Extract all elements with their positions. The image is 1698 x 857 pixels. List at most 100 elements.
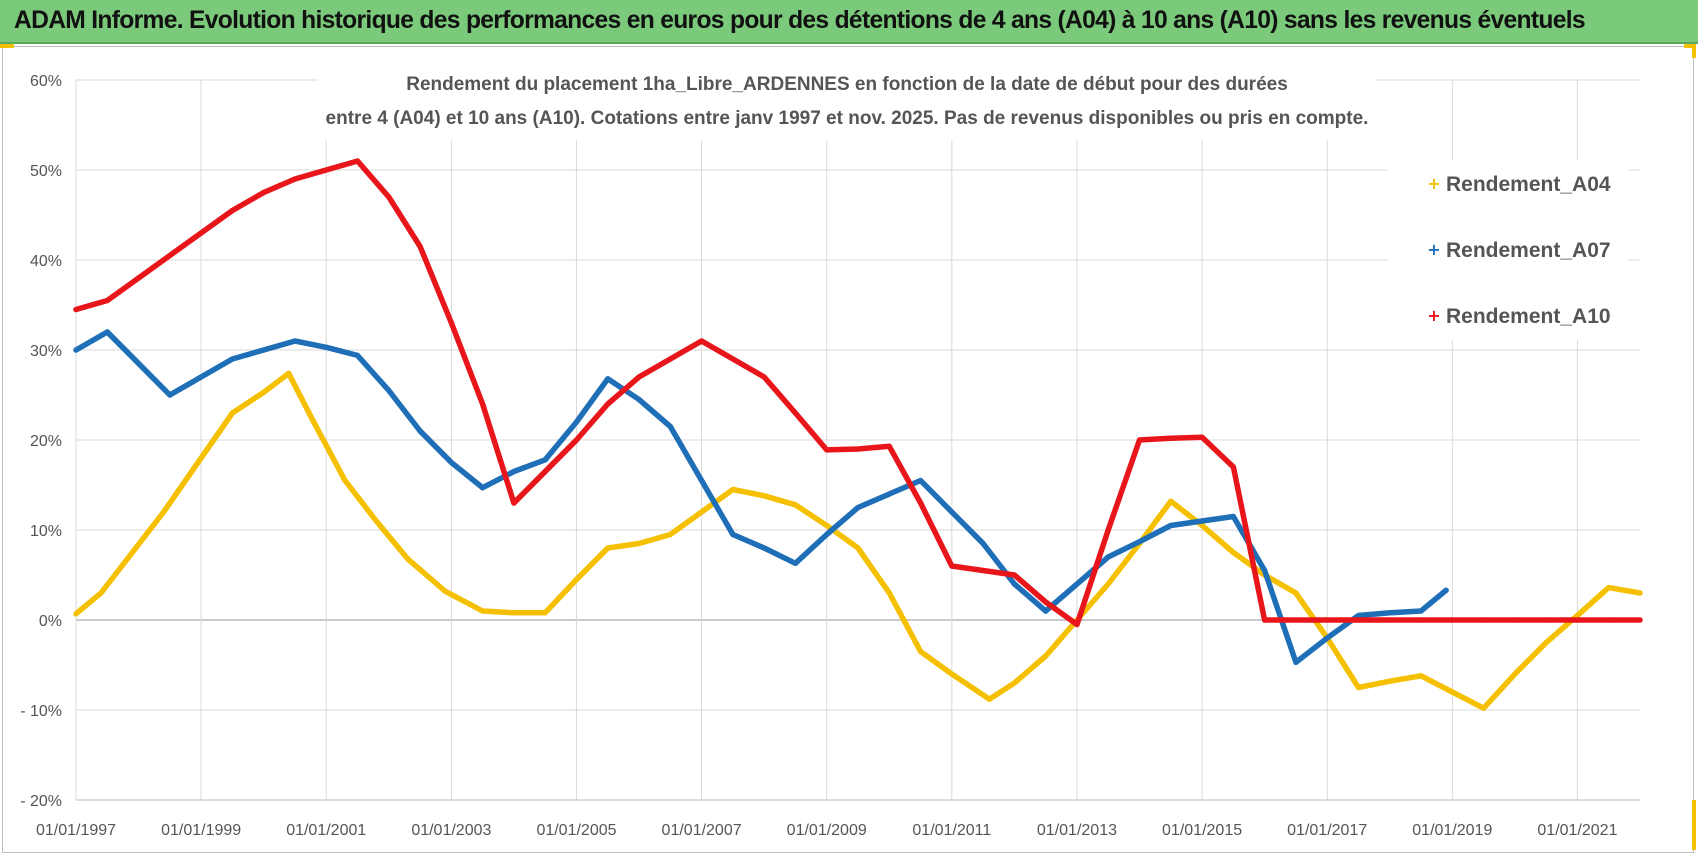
data-point [1355,612,1362,619]
data-point [286,370,292,376]
data-point [730,531,736,538]
data-point [311,419,317,425]
series-line [73,370,1643,711]
data-point [1324,617,1330,623]
data-point [1606,585,1612,591]
legend-marker-icon: + [1427,306,1440,325]
data-point [292,338,298,344]
data-point [1168,435,1174,441]
data-point [573,437,580,443]
data-point [855,446,861,452]
data-point [1418,617,1424,623]
data-point [1230,549,1236,556]
corner-marker [0,44,14,48]
data-point [373,518,379,524]
data-point [1293,617,1299,623]
corner-marker [1692,44,1696,58]
data-point [886,491,892,497]
data-point [1074,621,1080,628]
data-point [1074,581,1080,587]
data-point [824,531,830,538]
data-point [386,194,392,200]
data-point [98,590,104,596]
data-point [636,396,642,403]
x-tick-label: 01/01/2007 [662,822,742,839]
data-point [886,443,892,449]
data-point [405,556,411,562]
data-point [667,423,673,430]
chart-frame [2,46,1694,853]
legend-marker-icon: + [1427,174,1440,193]
x-tick-label: 01/01/1999 [161,822,241,839]
data-point [1637,617,1643,623]
data-point [104,297,110,304]
data-point [480,401,486,407]
y-tick-label: 10% [30,523,62,540]
data-point [1262,617,1268,623]
data-point [699,477,705,484]
data-point [855,504,861,511]
legend-item: + Rendement_A04 [1427,173,1611,196]
x-tick-label: 01/01/2009 [787,822,867,839]
data-point [1512,671,1518,677]
data-point [1011,572,1018,578]
data-point [448,320,454,326]
data-point [480,608,486,614]
y-tick-label: 30% [30,343,62,360]
data-point [761,493,767,499]
data-point [323,344,329,350]
data-point [886,590,892,596]
corner-marker [1692,800,1696,850]
data-point [1199,434,1205,440]
data-point [792,560,799,566]
data-point [1387,610,1393,616]
data-point [636,540,642,547]
legend-background [1388,160,1628,340]
data-point [573,419,580,425]
legend-item: + Rendement_A10 [1427,305,1610,328]
data-point [986,696,993,702]
legend-label: Rendement_A07 [1446,239,1611,262]
data-point [167,392,173,398]
x-tick-label: 01/01/2003 [411,822,491,839]
data-point [824,447,830,453]
data-point [1418,608,1424,614]
data-point [542,457,548,463]
x-tick-label: 01/01/2015 [1162,822,1242,839]
data-point [323,167,329,173]
axes: 60% 50% 40% 30% 20% 10% 0% - 10% - 20% 01/01/1997… [20,73,1640,839]
data-point [1543,639,1549,646]
data-point [730,486,736,493]
data-point [229,356,235,362]
data-point [1512,617,1518,623]
series-rendement-a10 [73,158,1643,628]
data-point [605,376,611,382]
data-point [1199,522,1205,529]
data-point [918,500,924,506]
data-point [136,360,142,367]
y-tick-label: 20% [30,433,62,450]
data-point [949,563,955,569]
data-point [1168,522,1174,529]
data-point [292,176,298,182]
data-point [730,356,736,362]
data-point [605,401,611,407]
legend-marker-icon: + [1427,240,1440,259]
data-point [192,464,198,470]
data-point [1262,567,1268,574]
data-point [198,230,204,236]
series-rendement-a07 [73,329,1449,666]
data-point [1355,684,1362,691]
data-point [1606,617,1612,623]
data-point [1637,590,1643,596]
data-point [1136,437,1143,443]
data-point [1543,617,1549,623]
data-point [511,468,517,475]
data-point [1574,612,1580,619]
legend-item: + Rendement_A07 [1427,239,1610,262]
data-point [386,387,392,394]
legend-label: Rendement_A04 [1446,173,1611,196]
data-point [1449,689,1455,695]
data-point [261,389,267,395]
